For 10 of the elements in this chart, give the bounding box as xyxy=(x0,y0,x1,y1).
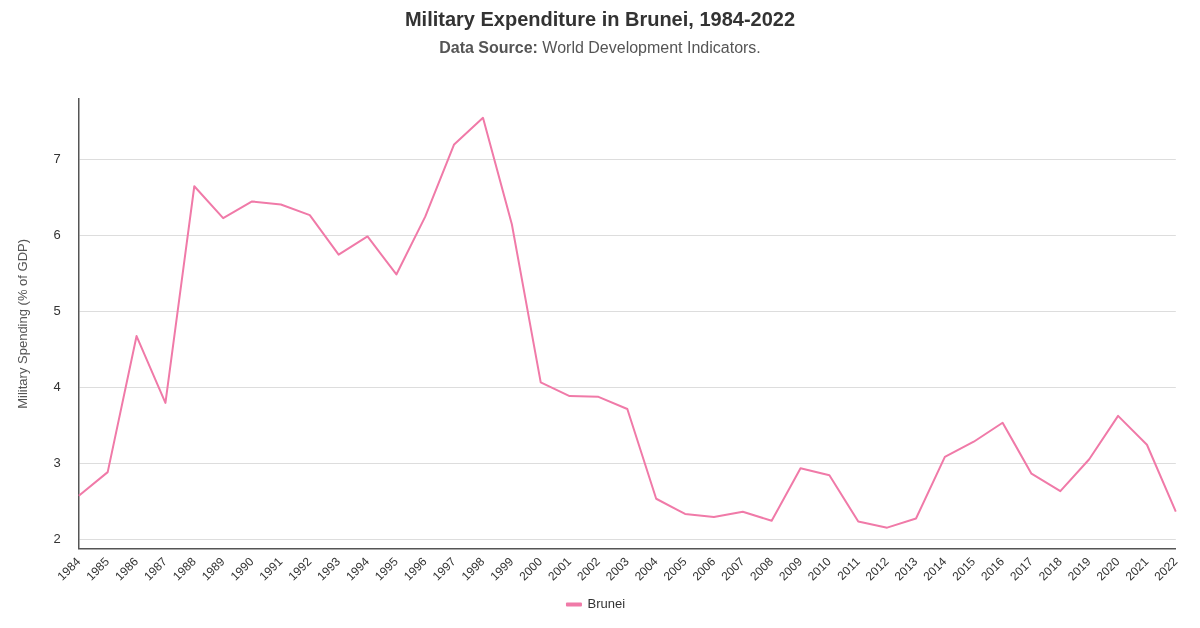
chart-subtitle: Data Source: World Development Indicators. xyxy=(439,39,761,56)
y-tick-label: 2 xyxy=(53,531,61,547)
y-axis-title: Military Spending (% of GDP) xyxy=(15,238,31,409)
chart-title: Military Expenditure in Brunei, 1984-2022 xyxy=(403,8,797,31)
y-tick-label: 7 xyxy=(53,151,61,167)
y-tick-label: 3 xyxy=(53,455,61,471)
y-tick-label: 4 xyxy=(53,379,61,395)
y-tick-label: 6 xyxy=(53,227,61,243)
y-tick-label: 5 xyxy=(53,303,61,319)
legend-label: Brunei xyxy=(587,596,626,612)
